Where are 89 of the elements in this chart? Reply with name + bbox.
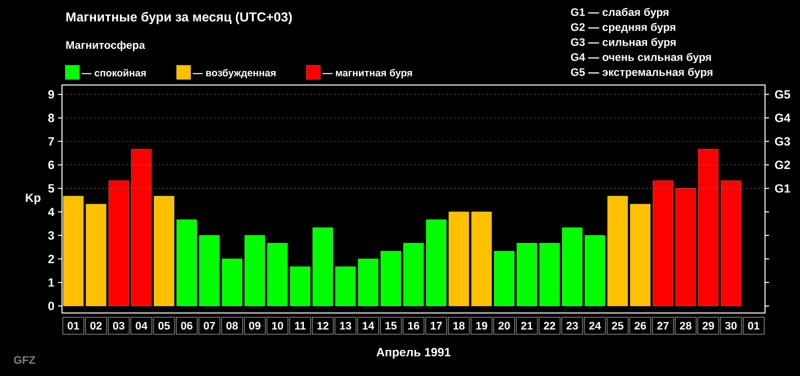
bar bbox=[222, 258, 242, 306]
x-tick-label: 02 bbox=[90, 322, 102, 330]
bar bbox=[154, 196, 174, 306]
x-tick-label: 09 bbox=[249, 322, 260, 330]
bar bbox=[131, 148, 152, 306]
x-tick-label: 05 bbox=[158, 322, 170, 330]
bar bbox=[335, 266, 356, 306]
bar bbox=[607, 196, 628, 306]
text: GFZ bbox=[14, 356, 36, 364]
bar bbox=[267, 242, 288, 306]
x-tick-label: 01 bbox=[748, 322, 760, 330]
x-tick-label: 17 bbox=[430, 322, 442, 330]
y-tick-label: 6 bbox=[48, 160, 54, 170]
bar bbox=[516, 242, 538, 306]
bar bbox=[630, 204, 650, 306]
bar bbox=[290, 266, 310, 306]
bar bbox=[562, 227, 582, 306]
x-tick-label: 29 bbox=[702, 322, 714, 330]
x-tick-label: 27 bbox=[657, 322, 669, 330]
y-tick-label: 8 bbox=[48, 114, 54, 122]
bar bbox=[86, 204, 106, 306]
bar bbox=[380, 250, 402, 306]
x-tick-label: 14 bbox=[362, 322, 374, 330]
bar bbox=[358, 258, 378, 306]
x-tick-label: 22 bbox=[544, 322, 556, 330]
x-tick-label: 01 bbox=[68, 322, 80, 330]
x-axis-title: Апрель 1991 bbox=[376, 348, 450, 359]
y-tick-label: 7 bbox=[48, 137, 54, 146]
legend-label: — возбужденная bbox=[192, 68, 276, 78]
y-axis-title: Kp bbox=[26, 194, 41, 204]
bar bbox=[108, 180, 129, 306]
x-tick-label: 21 bbox=[521, 322, 533, 330]
bar bbox=[403, 242, 424, 306]
bar bbox=[494, 250, 514, 306]
ref-line-label: G5 bbox=[775, 90, 790, 99]
x-tick-label: 16 bbox=[408, 322, 420, 330]
x-tick-label: 13 bbox=[340, 322, 352, 330]
bar bbox=[176, 219, 197, 306]
legend-label: — магнитная буря bbox=[322, 68, 412, 78]
y-tick-label: 2 bbox=[48, 254, 54, 264]
x-tick-label: 10 bbox=[272, 322, 284, 330]
ref-line-label: G4 bbox=[775, 114, 790, 122]
bar bbox=[652, 180, 674, 306]
x-tick-label: 08 bbox=[226, 322, 238, 330]
x-tick-label: 07 bbox=[204, 322, 216, 330]
bar bbox=[244, 235, 265, 306]
bar bbox=[539, 242, 560, 306]
x-tick-label: 06 bbox=[181, 322, 192, 330]
bar bbox=[63, 196, 84, 306]
text: G1 — слабая буря bbox=[570, 8, 668, 18]
x-tick-label: 03 bbox=[113, 322, 124, 330]
x-tick-label: 24 bbox=[589, 322, 601, 330]
x-tick-label: 15 bbox=[385, 322, 397, 330]
x-tick-label: 19 bbox=[476, 322, 488, 330]
chart-title: Магнитные бури за месяц (UTC+03) bbox=[66, 12, 292, 24]
x-tick-label: 26 bbox=[634, 322, 646, 330]
x-tick-label: 18 bbox=[453, 322, 465, 330]
y-tick-label: 5 bbox=[48, 184, 54, 193]
x-tick-label: 11 bbox=[295, 322, 306, 330]
ref-line-label: G3 bbox=[775, 137, 790, 146]
legend-label: — спокойная bbox=[82, 68, 146, 76]
y-tick-label: 1 bbox=[48, 278, 54, 287]
bar bbox=[448, 212, 470, 306]
x-tick-label: 23 bbox=[566, 322, 578, 330]
bar bbox=[698, 148, 719, 306]
bar bbox=[199, 235, 220, 306]
x-tick-label: 28 bbox=[680, 322, 692, 330]
text: G5 — экстремальная буря bbox=[570, 68, 712, 78]
x-tick-label: 12 bbox=[317, 322, 328, 330]
legend-title: Магнитосфера bbox=[66, 40, 146, 52]
y-tick-label: 4 bbox=[48, 208, 54, 216]
ref-line-label: G2 bbox=[775, 160, 790, 170]
bar bbox=[584, 235, 606, 306]
text: G4 — очень сильная буря bbox=[570, 52, 711, 64]
x-tick-label: 25 bbox=[612, 322, 624, 330]
ref-line-label: G1 bbox=[775, 184, 790, 193]
text: G2 — средняя буря bbox=[570, 22, 676, 34]
x-tick-label: 20 bbox=[498, 322, 510, 330]
bar bbox=[720, 180, 742, 306]
bar bbox=[471, 212, 492, 306]
bar bbox=[426, 219, 446, 306]
bar bbox=[675, 188, 696, 306]
x-tick-label: 30 bbox=[725, 322, 737, 330]
text: G3 — сильная буря bbox=[570, 38, 676, 48]
y-tick-label: 9 bbox=[48, 90, 54, 99]
y-tick-label: 0 bbox=[48, 302, 54, 310]
x-tick-label: 04 bbox=[136, 322, 148, 330]
bar bbox=[312, 227, 333, 306]
y-tick-label: 3 bbox=[48, 231, 54, 240]
